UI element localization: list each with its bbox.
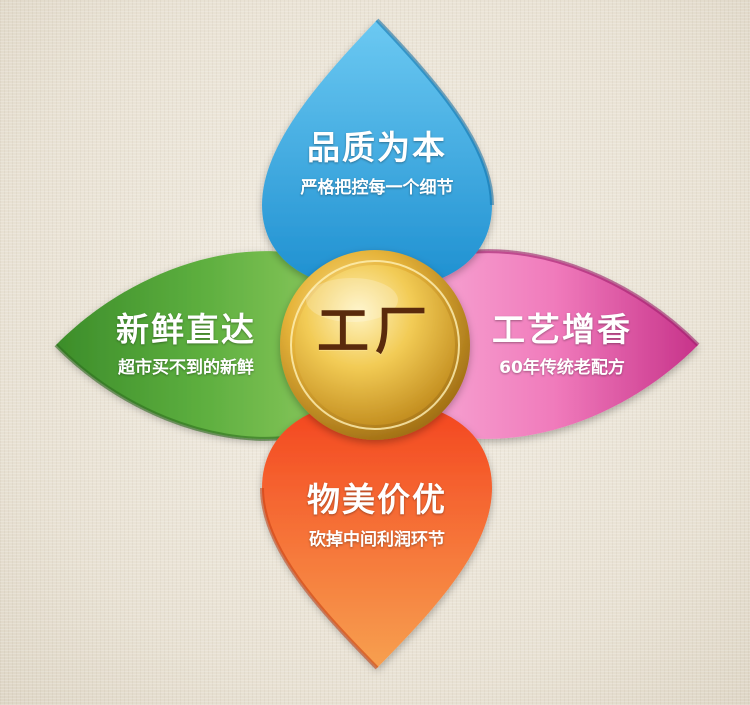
left-petal xyxy=(56,251,340,439)
right-petal-subtitle: 60年传统老配方 xyxy=(499,358,625,378)
gold-coin xyxy=(280,250,470,440)
top-petal-text: 品质为本 严格把控每一个细节 xyxy=(262,128,492,200)
right-petal xyxy=(414,251,698,439)
right-petal-text: 工艺增香 60年传统老配方 xyxy=(462,310,662,380)
top-petal-title: 品质为本 xyxy=(307,128,447,167)
bottom-petal xyxy=(262,400,492,668)
bottom-petal-text: 物美价优 砍掉中间利润环节 xyxy=(262,480,492,552)
left-petal-subtitle: 超市买不到的新鲜 xyxy=(118,358,254,378)
left-petal-text: 新鲜直达 超市买不到的新鲜 xyxy=(86,310,286,380)
left-petal-title: 新鲜直达 xyxy=(116,310,256,349)
bottom-petal-subtitle: 砍掉中间利润环节 xyxy=(309,530,445,550)
center-coin-label: 工厂 xyxy=(316,302,433,362)
bottom-petal-title: 物美价优 xyxy=(307,480,447,519)
right-petal-title: 工艺增香 xyxy=(492,310,632,349)
top-petal-subtitle: 严格把控每一个细节 xyxy=(300,178,454,198)
